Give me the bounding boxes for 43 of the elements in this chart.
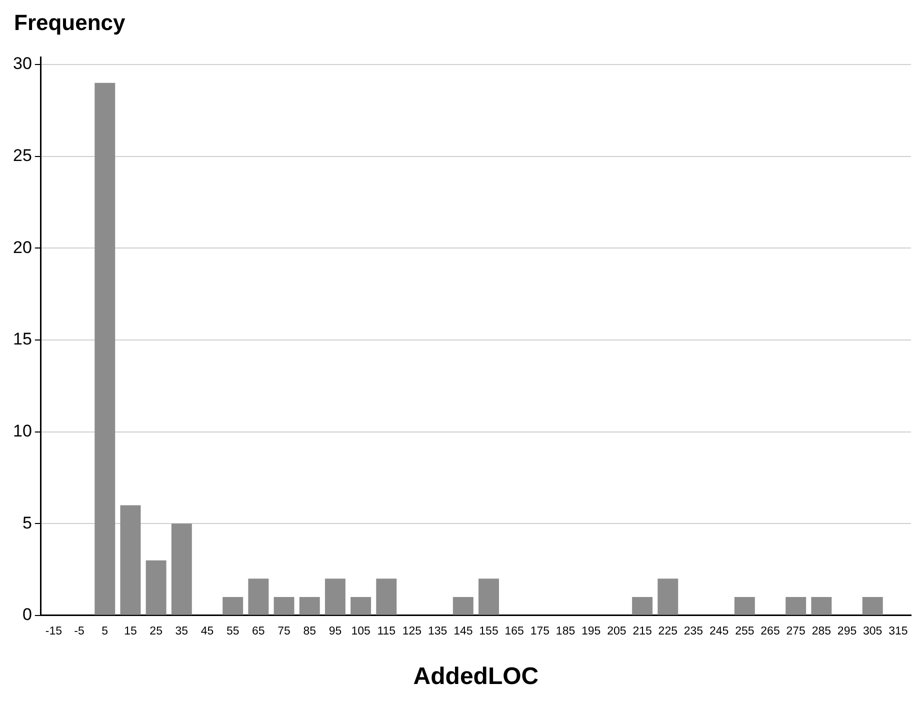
x-tick-label: 105 [351,625,370,638]
x-tick-label: 155 [479,625,498,638]
x-tick-label: 195 [582,625,601,638]
x-tick-label: 295 [837,625,857,638]
x-tick-label: 45 [200,625,214,638]
x-tick-label: 265 [760,625,780,638]
x-tick-label: 135 [428,625,448,638]
x-tick-label: 215 [632,625,652,638]
x-tick-label: 275 [786,625,806,638]
x-tick-label: 315 [888,625,908,638]
x-tick-label: 55 [226,625,240,638]
x-tick-label: 85 [303,625,316,638]
x-tick-label: -15 [45,625,62,638]
x-tick-label: 95 [328,625,342,638]
x-tick-label: 25 [150,625,162,638]
y-tick-label: 25 [12,146,32,166]
y-tick-label: 30 [12,54,32,74]
x-tick-label: 145 [454,625,473,638]
x-tick-label: 225 [658,625,678,638]
x-tick-label: 115 [377,625,396,638]
y-tick-label: 5 [22,513,32,532]
x-tick-label: 15 [124,625,137,638]
x-tick-label: 65 [252,625,265,638]
x-tick-label: 205 [607,625,626,638]
x-tick-label: 125 [402,625,422,638]
x-tick-label: 175 [530,625,550,638]
x-tick-label: 165 [504,625,524,638]
x-tick-label: 185 [556,625,576,638]
y-tick-label: 0 [22,605,32,624]
x-axis-title: AddedLOC [413,663,539,690]
x-tick-label: -5 [74,625,84,638]
y-tick-label: 15 [12,330,32,349]
x-tick-label: 255 [735,625,754,638]
y-axis-title: Frequency [14,10,126,36]
x-tick-label: 35 [175,625,188,638]
x-tick-label: 285 [812,625,832,638]
x-tick-label: 305 [863,625,882,638]
y-tick-label: 20 [12,238,32,257]
y-tick-label: 10 [12,421,32,440]
x-tick-label: 245 [709,625,729,638]
x-tick-label: 235 [684,625,704,638]
x-tick-label: 75 [278,625,290,638]
x-tick-label: 5 [102,625,108,638]
